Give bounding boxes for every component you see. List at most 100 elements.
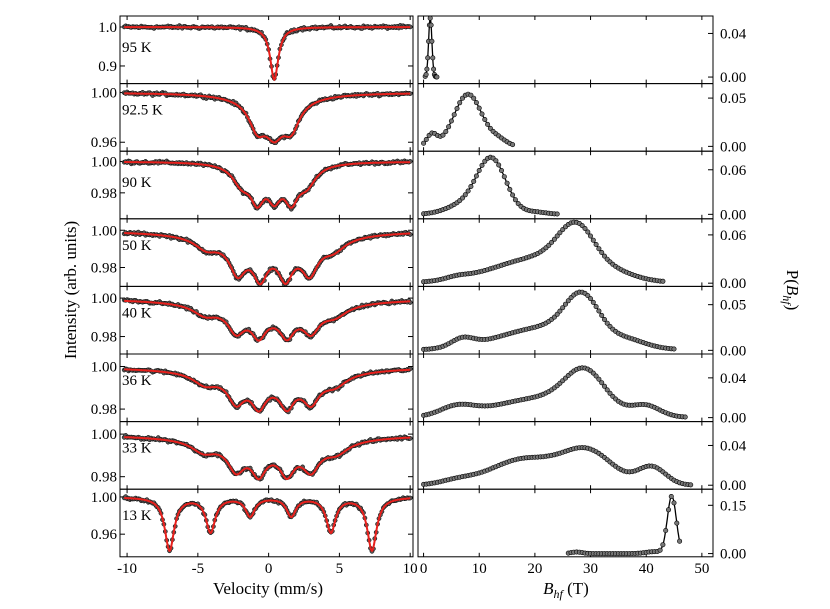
y-tick-label: 0.96 bbox=[91, 135, 118, 151]
distribution-point bbox=[479, 162, 485, 168]
y-tick-label: 0.06 bbox=[720, 163, 747, 179]
x-tick-label: 5 bbox=[336, 561, 344, 577]
distribution-point bbox=[674, 520, 680, 526]
distribution-point bbox=[473, 100, 479, 106]
y-tick-label: 1.00 bbox=[91, 427, 117, 443]
distribution-point bbox=[593, 304, 599, 310]
y-tick-label: 0.05 bbox=[720, 298, 746, 314]
distribution-point bbox=[448, 118, 454, 124]
distribution-point bbox=[565, 298, 571, 304]
distribution-point bbox=[498, 168, 504, 174]
fit-line bbox=[124, 436, 411, 481]
panel-frame bbox=[119, 285, 414, 355]
y-tick-label: 0.00 bbox=[720, 343, 746, 359]
distribution-panel: 0.00 0.06 bbox=[417, 150, 747, 223]
distribution-point bbox=[663, 527, 669, 533]
distribution-point bbox=[665, 507, 671, 513]
fit-line bbox=[124, 368, 411, 413]
y-tick-label: 0.00 bbox=[720, 478, 746, 494]
panel-frame bbox=[119, 353, 414, 423]
distribution-point bbox=[557, 308, 563, 314]
distribution-point bbox=[427, 15, 433, 21]
distribution-point bbox=[554, 311, 560, 317]
y-tick-label: 1.0 bbox=[98, 20, 117, 36]
fit-line bbox=[124, 232, 411, 286]
distribution-point bbox=[507, 186, 513, 192]
temperature-label: 33 K bbox=[122, 441, 152, 457]
x-axis-label-right-unit: (T) bbox=[563, 579, 589, 598]
y-axis-label-right-text: P(Bhf) bbox=[780, 270, 802, 311]
distribution-point bbox=[485, 121, 491, 127]
distribution-point bbox=[560, 305, 566, 311]
spectrum-panel: 0.98 1.00 36 K bbox=[91, 353, 414, 423]
distribution-line bbox=[423, 367, 686, 418]
distribution-point bbox=[593, 373, 599, 379]
distribution-point bbox=[425, 55, 431, 61]
y-tick-label: 0.98 bbox=[91, 330, 117, 346]
y-tick-label: 0.04 bbox=[720, 26, 747, 42]
y-tick-label: 0.00 bbox=[720, 411, 746, 427]
distribution-point bbox=[512, 197, 518, 203]
y-tick-label: 1.00 bbox=[91, 223, 117, 239]
spectrum-panel: 0.96 1.00 92.5 K bbox=[91, 83, 414, 152]
distribution-point bbox=[668, 493, 674, 499]
distribution-point bbox=[510, 142, 516, 148]
distribution-point bbox=[607, 390, 613, 396]
distribution-point bbox=[554, 211, 560, 217]
y-tick-label: 1.00 bbox=[91, 154, 117, 170]
y-tick-label: 0.15 bbox=[720, 498, 746, 514]
distribution-point bbox=[434, 74, 440, 80]
distribution-point bbox=[554, 233, 560, 239]
distribution-point bbox=[473, 173, 479, 179]
distribution-point bbox=[451, 112, 457, 118]
x-axis-label-left: Velocity (mm/s) bbox=[213, 579, 323, 598]
distribution-point bbox=[468, 92, 474, 98]
fit-line bbox=[124, 161, 411, 209]
y-tick-label: 0.00 bbox=[720, 139, 746, 155]
temperature-label: 40 K bbox=[122, 305, 152, 321]
distribution-point bbox=[587, 233, 593, 239]
distribution-point bbox=[429, 38, 435, 44]
distribution-point bbox=[423, 72, 429, 78]
distribution-point bbox=[428, 22, 434, 28]
y-tick-label: 0.05 bbox=[720, 91, 746, 107]
distribution-point bbox=[587, 296, 593, 302]
distribution-point bbox=[604, 320, 610, 326]
distribution-point bbox=[671, 500, 677, 506]
distribution-point bbox=[599, 312, 605, 318]
distribution-point bbox=[454, 106, 460, 112]
distribution-point bbox=[593, 242, 599, 248]
distribution-point bbox=[493, 158, 499, 164]
distribution-point bbox=[504, 180, 510, 186]
distribution-point bbox=[501, 174, 507, 180]
temperature-label: 95 K bbox=[122, 40, 152, 56]
distribution-point bbox=[457, 100, 463, 106]
distribution-point bbox=[496, 162, 502, 168]
distribution-point bbox=[446, 124, 452, 130]
distribution-point bbox=[471, 178, 477, 184]
distribution-panel: 0.00 0.05 bbox=[417, 285, 746, 359]
temperature-label: 36 K bbox=[122, 373, 152, 389]
panel-frame bbox=[417, 150, 714, 220]
spectrum-panel: 0.96 1.00 13 K bbox=[91, 488, 414, 558]
panel-frame bbox=[417, 15, 714, 85]
y-tick-label: 0.98 bbox=[91, 186, 117, 202]
distribution-point bbox=[682, 414, 688, 420]
distribution-panel: 0.00 0.04 bbox=[417, 15, 747, 86]
distribution-point bbox=[596, 376, 602, 382]
distribution-point bbox=[549, 239, 555, 245]
distribution-point bbox=[601, 316, 607, 322]
y-tick-label: 0.04 bbox=[720, 371, 747, 387]
distribution-point bbox=[590, 237, 596, 243]
y-tick-label: 1.00 bbox=[91, 291, 117, 307]
distribution-point bbox=[604, 387, 610, 393]
panel-frame bbox=[119, 421, 414, 490]
fit-line bbox=[124, 92, 411, 144]
x-tick-label: -5 bbox=[192, 561, 205, 577]
distribution-panel: 0.00 0.04 bbox=[417, 353, 747, 427]
distribution-point bbox=[421, 140, 427, 146]
distribution-point bbox=[431, 66, 437, 72]
x-tick-label: 10 bbox=[403, 561, 418, 577]
distribution-panel: 0.00 0.15 bbox=[417, 488, 746, 563]
